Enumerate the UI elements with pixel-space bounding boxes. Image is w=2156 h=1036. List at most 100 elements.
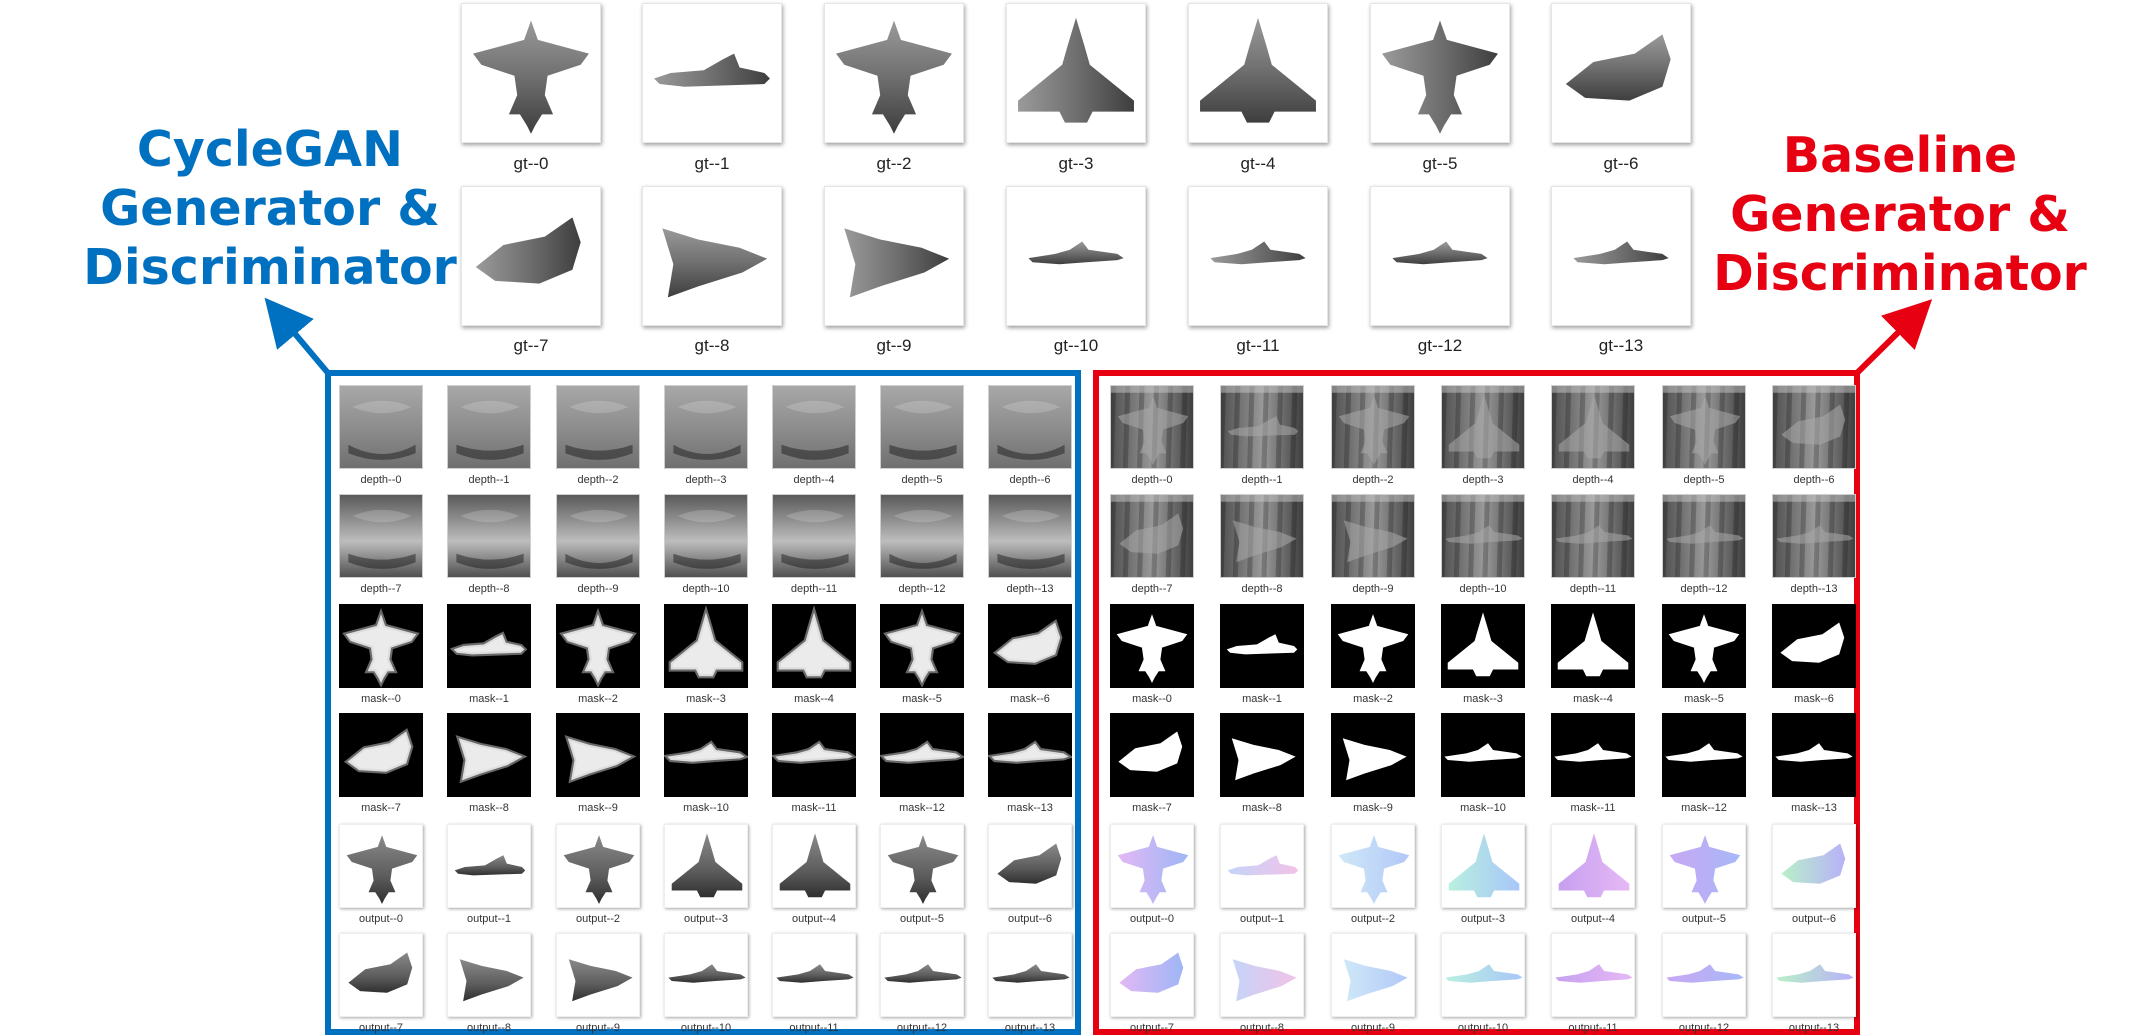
output-thumbnail[interactable] bbox=[772, 933, 856, 1017]
depth-thumbnail[interactable] bbox=[1662, 494, 1746, 578]
output-thumbnail[interactable] bbox=[1441, 824, 1525, 908]
mask-thumbnail[interactable] bbox=[880, 604, 964, 688]
depth-thumbnail[interactable] bbox=[1551, 494, 1635, 578]
output-thumbnail[interactable] bbox=[988, 933, 1072, 1017]
mask-thumbnail[interactable] bbox=[1662, 604, 1746, 688]
gt-thumbnail[interactable] bbox=[1370, 186, 1510, 326]
gt-thumbnail[interactable] bbox=[1551, 3, 1691, 143]
gt-thumbnail[interactable] bbox=[1188, 186, 1328, 326]
depth-thumbnail[interactable] bbox=[1772, 385, 1856, 469]
output-thumbnail[interactable] bbox=[1662, 933, 1746, 1017]
depth-thumbnail[interactable] bbox=[772, 494, 856, 578]
gt-thumbnail[interactable] bbox=[642, 186, 782, 326]
mask-thumbnail[interactable] bbox=[1110, 713, 1194, 797]
depth-thumbnail[interactable] bbox=[1331, 385, 1415, 469]
output-thumbnail[interactable] bbox=[664, 824, 748, 908]
output-thumbnail[interactable] bbox=[556, 933, 640, 1017]
mask-thumbnail[interactable] bbox=[556, 713, 640, 797]
depth-thumbnail[interactable] bbox=[880, 385, 964, 469]
depth-thumbnail[interactable] bbox=[1551, 385, 1635, 469]
depth-thumbnail[interactable] bbox=[988, 385, 1072, 469]
depth-thumbnail[interactable] bbox=[1441, 494, 1525, 578]
depth-thumbnail[interactable] bbox=[772, 385, 856, 469]
mask-thumbnail[interactable] bbox=[988, 604, 1072, 688]
mask-thumbnail[interactable] bbox=[339, 604, 423, 688]
mask-thumbnail[interactable] bbox=[1220, 713, 1304, 797]
depth-thumbnail[interactable] bbox=[1110, 385, 1194, 469]
mask-thumbnail[interactable] bbox=[556, 604, 640, 688]
depth-thumbnail[interactable] bbox=[1662, 385, 1746, 469]
output-thumbnail[interactable] bbox=[1441, 933, 1525, 1017]
mask-label: mask--8 bbox=[439, 802, 539, 814]
mask-thumbnail[interactable] bbox=[664, 713, 748, 797]
output-thumbnail[interactable] bbox=[664, 933, 748, 1017]
mask-thumbnail[interactable] bbox=[1772, 713, 1856, 797]
output-thumbnail[interactable] bbox=[880, 824, 964, 908]
output-thumbnail[interactable] bbox=[447, 933, 531, 1017]
output-thumbnail[interactable] bbox=[880, 933, 964, 1017]
depth-thumbnail[interactable] bbox=[1772, 494, 1856, 578]
depth-thumbnail[interactable] bbox=[1220, 385, 1304, 469]
output-thumbnail[interactable] bbox=[339, 824, 423, 908]
depth-thumbnail[interactable] bbox=[664, 494, 748, 578]
gt-thumbnail[interactable] bbox=[1006, 186, 1146, 326]
gt-thumbnail[interactable] bbox=[824, 3, 964, 143]
output-thumbnail[interactable] bbox=[1110, 824, 1194, 908]
output-thumbnail[interactable] bbox=[447, 824, 531, 908]
output-thumbnail[interactable] bbox=[1772, 933, 1856, 1017]
output-thumbnail[interactable] bbox=[556, 824, 640, 908]
depth-thumbnail[interactable] bbox=[1220, 494, 1304, 578]
mask-thumbnail[interactable] bbox=[1662, 713, 1746, 797]
gt-thumbnail[interactable] bbox=[1006, 3, 1146, 143]
output-thumbnail[interactable] bbox=[1220, 933, 1304, 1017]
depth-thumbnail[interactable] bbox=[556, 494, 640, 578]
output-thumbnail[interactable] bbox=[772, 824, 856, 908]
output-thumbnail[interactable] bbox=[1331, 824, 1415, 908]
depth-thumbnail[interactable] bbox=[556, 385, 640, 469]
gt-thumbnail[interactable] bbox=[1370, 3, 1510, 143]
depth-thumbnail[interactable] bbox=[880, 494, 964, 578]
depth-thumbnail[interactable] bbox=[1110, 494, 1194, 578]
mask-thumbnail[interactable] bbox=[772, 713, 856, 797]
gt-thumbnail[interactable] bbox=[1551, 186, 1691, 326]
depth-thumbnail[interactable] bbox=[988, 494, 1072, 578]
mask-thumbnail[interactable] bbox=[1441, 604, 1525, 688]
mask-thumbnail[interactable] bbox=[1772, 604, 1856, 688]
mask-thumbnail[interactable] bbox=[447, 604, 531, 688]
depth-thumbnail[interactable] bbox=[1441, 385, 1525, 469]
mask-thumbnail[interactable] bbox=[1441, 713, 1525, 797]
output-thumbnail[interactable] bbox=[1110, 933, 1194, 1017]
output-thumbnail[interactable] bbox=[1551, 824, 1635, 908]
output-thumbnail[interactable] bbox=[1331, 933, 1415, 1017]
mask-thumbnail[interactable] bbox=[1551, 713, 1635, 797]
mask-thumbnail[interactable] bbox=[664, 604, 748, 688]
gt-thumbnail[interactable] bbox=[824, 186, 964, 326]
output-thumbnail[interactable] bbox=[1662, 824, 1746, 908]
mask-thumbnail[interactable] bbox=[447, 713, 531, 797]
mask-thumbnail[interactable] bbox=[339, 713, 423, 797]
output-thumbnail[interactable] bbox=[1551, 933, 1635, 1017]
depth-thumbnail[interactable] bbox=[339, 494, 423, 578]
mask-thumbnail[interactable] bbox=[1331, 604, 1415, 688]
mask-thumbnail[interactable] bbox=[1110, 604, 1194, 688]
mask-thumbnail[interactable] bbox=[1331, 713, 1415, 797]
output-thumbnail[interactable] bbox=[988, 824, 1072, 908]
output-thumbnail[interactable] bbox=[1772, 824, 1856, 908]
depth-thumbnail[interactable] bbox=[447, 385, 531, 469]
gt-thumbnail[interactable] bbox=[461, 3, 601, 143]
depth-thumbnail[interactable] bbox=[664, 385, 748, 469]
output-thumbnail[interactable] bbox=[339, 933, 423, 1017]
mask-thumbnail[interactable] bbox=[988, 713, 1072, 797]
output-thumbnail[interactable] bbox=[1220, 824, 1304, 908]
gt-thumbnail[interactable] bbox=[1188, 3, 1328, 143]
depth-thumbnail[interactable] bbox=[339, 385, 423, 469]
mask-thumbnail[interactable] bbox=[772, 604, 856, 688]
gt-thumbnail[interactable] bbox=[461, 186, 601, 326]
mask-thumbnail[interactable] bbox=[880, 713, 964, 797]
depth-thumbnail[interactable] bbox=[447, 494, 531, 578]
output-label: output--1 bbox=[439, 913, 539, 925]
mask-thumbnail[interactable] bbox=[1220, 604, 1304, 688]
gt-thumbnail[interactable] bbox=[642, 3, 782, 143]
depth-thumbnail[interactable] bbox=[1331, 494, 1415, 578]
mask-thumbnail[interactable] bbox=[1551, 604, 1635, 688]
